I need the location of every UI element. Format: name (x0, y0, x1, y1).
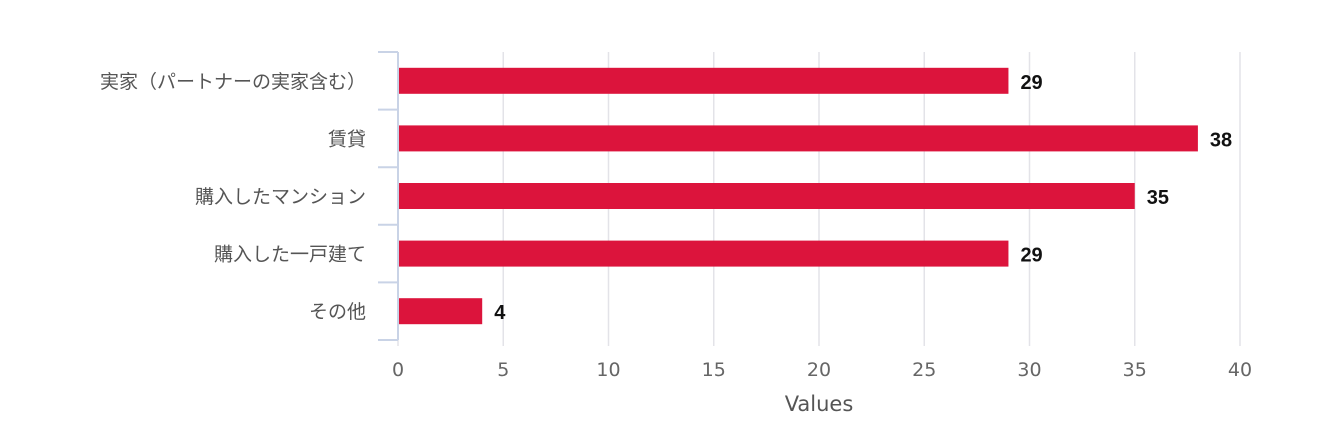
data-label: 35 (1147, 187, 1169, 209)
bar-4 (399, 298, 483, 325)
axes (378, 51, 1241, 346)
bar-1 (399, 125, 1198, 152)
x-tick-label: 25 (912, 359, 936, 381)
data-label: 29 (1020, 245, 1042, 267)
x-tick-label: 40 (1228, 359, 1252, 381)
x-tick-label: 30 (1017, 359, 1041, 381)
x-axis-title: Values (785, 392, 854, 416)
bar-3 (399, 240, 1009, 267)
x-tick-label: 20 (807, 359, 831, 381)
data-label: 29 (1020, 72, 1042, 94)
x-tick-label: 5 (497, 359, 509, 381)
x-tick-label: 10 (596, 359, 620, 381)
x-tick-label: 15 (702, 359, 726, 381)
labels: 0 5 10 15 20 25 30 35 40 実家（パートナーの実家含む） 29 賃貸 38 購入した… (100, 71, 1252, 381)
x-tick-label: 35 (1123, 359, 1147, 381)
category-label: 実家（パートナーの実家含む） (100, 71, 366, 93)
bars (399, 67, 1198, 325)
category-label: 購入したマンション (195, 186, 366, 208)
bar-2 (399, 183, 1135, 209)
x-tick-label: 0 (392, 359, 404, 381)
category-label: 購入した一戸建て (214, 244, 366, 266)
data-label: 4 (494, 302, 506, 324)
data-label: 38 (1210, 129, 1232, 151)
category-label: その他 (309, 301, 366, 323)
category-label: 賃貸 (328, 128, 366, 150)
bar-0 (399, 67, 1009, 94)
